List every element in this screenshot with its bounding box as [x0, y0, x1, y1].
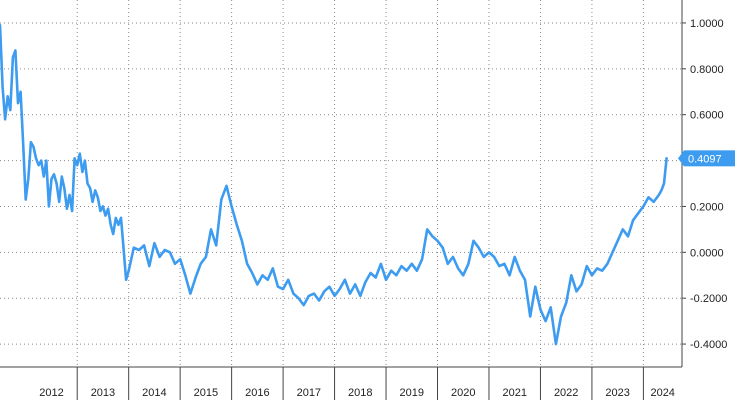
x-tick-label: 2024: [650, 387, 674, 399]
x-tick-label: 2018: [348, 387, 372, 399]
x-tick-label: 2023: [605, 387, 629, 399]
x-tick-label: 2014: [142, 387, 166, 399]
y-tick-label: 0.6000: [690, 110, 724, 122]
x-tick-label: 2017: [297, 387, 321, 399]
y-tick-label: 0.8000: [690, 64, 724, 76]
x-tick-label: 2012: [39, 387, 63, 399]
last-value-badge-bg: [684, 150, 735, 167]
last-value-badge-pointer: [678, 150, 684, 167]
gridlines: [0, 0, 682, 367]
y-tick-label: -0.2000: [690, 293, 727, 305]
y-tick-label: 0.2000: [690, 201, 724, 213]
x-tick-label: 2013: [91, 387, 115, 399]
series-line-0: [0, 23, 668, 346]
y-tick-label: 0.0000: [690, 247, 724, 259]
x-tick-label: 2015: [194, 387, 218, 399]
last-value-label: 0.4097: [688, 153, 722, 165]
x-tick-label: 2020: [451, 387, 475, 399]
tick-labels: 1.00000.80000.60000.40000.20000.0000-0.2…: [39, 18, 727, 399]
x-tick-label: 2021: [502, 387, 526, 399]
y-tick-label: 1.0000: [690, 18, 724, 30]
x-tick-label: 2019: [400, 387, 424, 399]
axes: [0, 0, 686, 400]
series-layer: [0, 23, 668, 346]
last-value-badge: 0.4097: [678, 150, 735, 167]
x-tick-label: 2016: [245, 387, 269, 399]
y-tick-label: -0.4000: [690, 339, 727, 351]
x-tick-label: 2022: [554, 387, 578, 399]
